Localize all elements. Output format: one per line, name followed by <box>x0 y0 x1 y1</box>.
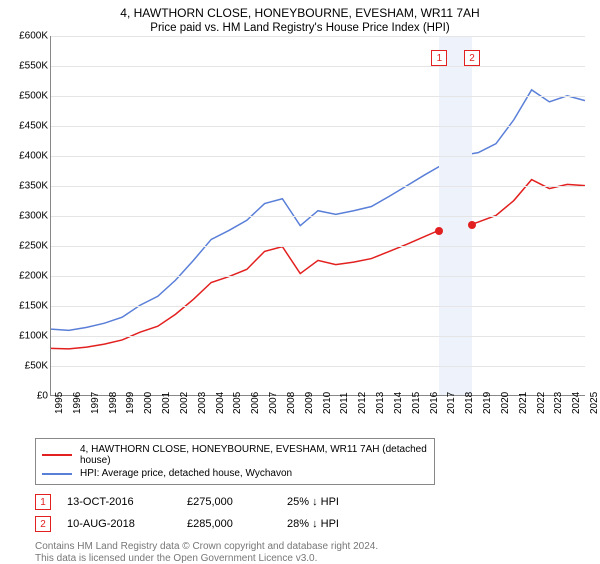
gridline <box>51 306 585 307</box>
callout-diff: 25% ↓ HPI <box>287 496 387 508</box>
callout-date: 10-AUG-2018 <box>67 518 187 530</box>
gridline <box>51 336 585 337</box>
y-axis-label: £150K <box>3 301 48 312</box>
y-axis-label: £200K <box>3 271 48 282</box>
y-axis-label: £0 <box>3 391 48 402</box>
gridline <box>51 156 585 157</box>
x-axis-label: 2015 <box>411 392 422 414</box>
x-axis-label: 1998 <box>108 392 119 414</box>
y-axis-label: £100K <box>3 331 48 342</box>
x-axis-label: 2003 <box>197 392 208 414</box>
footer-line-1: Contains HM Land Registry data © Crown c… <box>35 541 590 552</box>
series-line-property <box>51 180 585 349</box>
gridline <box>51 276 585 277</box>
gridline <box>51 246 585 247</box>
gridline <box>51 96 585 97</box>
footer-attribution: Contains HM Land Registry data © Crown c… <box>35 541 590 564</box>
legend-label: HPI: Average price, detached house, Wych… <box>80 468 292 479</box>
callout-date: 13-OCT-2016 <box>67 496 187 508</box>
legend-swatch <box>42 454 72 456</box>
x-axis-label: 2019 <box>482 392 493 414</box>
x-axis-label: 1996 <box>72 392 83 414</box>
chart-plot-area: £0£50K£100K£150K£200K£250K£300K£350K£400… <box>50 36 585 396</box>
callout-box-1: 1 <box>431 50 447 66</box>
chart-title: 4, HAWTHORN CLOSE, HONEYBOURNE, EVESHAM,… <box>0 6 600 20</box>
sale-marker-1 <box>435 227 443 235</box>
sale-marker-2 <box>468 221 476 229</box>
legend-item: HPI: Average price, detached house, Wych… <box>42 467 428 480</box>
title-block: 4, HAWTHORN CLOSE, HONEYBOURNE, EVESHAM,… <box>0 0 600 36</box>
x-axis-label: 2024 <box>571 392 582 414</box>
x-axis-label: 2000 <box>143 392 154 414</box>
footer-line-2: This data is licensed under the Open Gov… <box>35 553 590 564</box>
y-axis-label: £250K <box>3 241 48 252</box>
x-axis-label: 2011 <box>339 392 350 414</box>
chart-subtitle: Price paid vs. HM Land Registry's House … <box>0 22 600 34</box>
y-axis-label: £600K <box>3 31 48 42</box>
callout-price: £285,000 <box>187 518 287 530</box>
y-axis-label: £450K <box>3 121 48 132</box>
gridline <box>51 366 585 367</box>
x-axis-label: 2005 <box>232 392 243 414</box>
y-axis-label: £550K <box>3 61 48 72</box>
x-axis-label: 2020 <box>500 392 511 414</box>
callout-number: 2 <box>35 516 51 532</box>
chart-legend: 4, HAWTHORN CLOSE, HONEYBOURNE, EVESHAM,… <box>35 438 435 485</box>
y-axis-label: £300K <box>3 211 48 222</box>
x-axis-label: 1999 <box>125 392 136 414</box>
sale-callout-table: 1 13-OCT-2016£275,00025% ↓ HPI 2 10-AUG-201… <box>35 491 590 535</box>
callout-box-2: 2 <box>464 50 480 66</box>
x-axis-label: 2022 <box>536 392 547 414</box>
x-axis-label: 2002 <box>179 392 190 414</box>
legend-label: 4, HAWTHORN CLOSE, HONEYBOURNE, EVESHAM,… <box>80 444 428 466</box>
callout-number: 1 <box>35 494 51 510</box>
x-axis-label: 2004 <box>215 392 226 414</box>
x-axis-label: 1997 <box>90 392 101 414</box>
y-axis-label: £500K <box>3 91 48 102</box>
y-axis-label: £400K <box>3 151 48 162</box>
x-axis-labels: 1995199619971998199920002001200220032004… <box>50 396 585 430</box>
x-axis-label: 2017 <box>446 392 457 414</box>
x-axis-label: 2007 <box>268 392 279 414</box>
x-axis-label: 1995 <box>54 392 65 414</box>
callout-row: 1 13-OCT-2016£275,00025% ↓ HPI <box>35 491 590 513</box>
chart-container: 4, HAWTHORN CLOSE, HONEYBOURNE, EVESHAM,… <box>0 0 600 560</box>
y-axis-label: £350K <box>3 181 48 192</box>
x-axis-label: 2009 <box>304 392 315 414</box>
x-axis-label: 2025 <box>589 392 600 414</box>
callout-diff: 28% ↓ HPI <box>287 518 387 530</box>
x-axis-label: 2013 <box>375 392 386 414</box>
gridline <box>51 36 585 37</box>
gridline <box>51 66 585 67</box>
x-axis-label: 2021 <box>518 392 529 414</box>
x-axis-label: 2016 <box>429 392 440 414</box>
y-axis-label: £50K <box>3 361 48 372</box>
x-axis-label: 2008 <box>286 392 297 414</box>
legend-swatch <box>42 473 72 475</box>
gridline <box>51 126 585 127</box>
x-axis-label: 2018 <box>464 392 475 414</box>
callout-price: £275,000 <box>187 496 287 508</box>
x-axis-label: 2010 <box>322 392 333 414</box>
x-axis-label: 2023 <box>553 392 564 414</box>
x-axis-label: 2006 <box>250 392 261 414</box>
x-axis-label: 2014 <box>393 392 404 414</box>
gridline <box>51 216 585 217</box>
x-axis-label: 2012 <box>357 392 368 414</box>
legend-item: 4, HAWTHORN CLOSE, HONEYBOURNE, EVESHAM,… <box>42 443 428 467</box>
x-axis-label: 2001 <box>161 392 172 414</box>
gridline <box>51 186 585 187</box>
callout-row: 2 10-AUG-2018£285,00028% ↓ HPI <box>35 513 590 535</box>
